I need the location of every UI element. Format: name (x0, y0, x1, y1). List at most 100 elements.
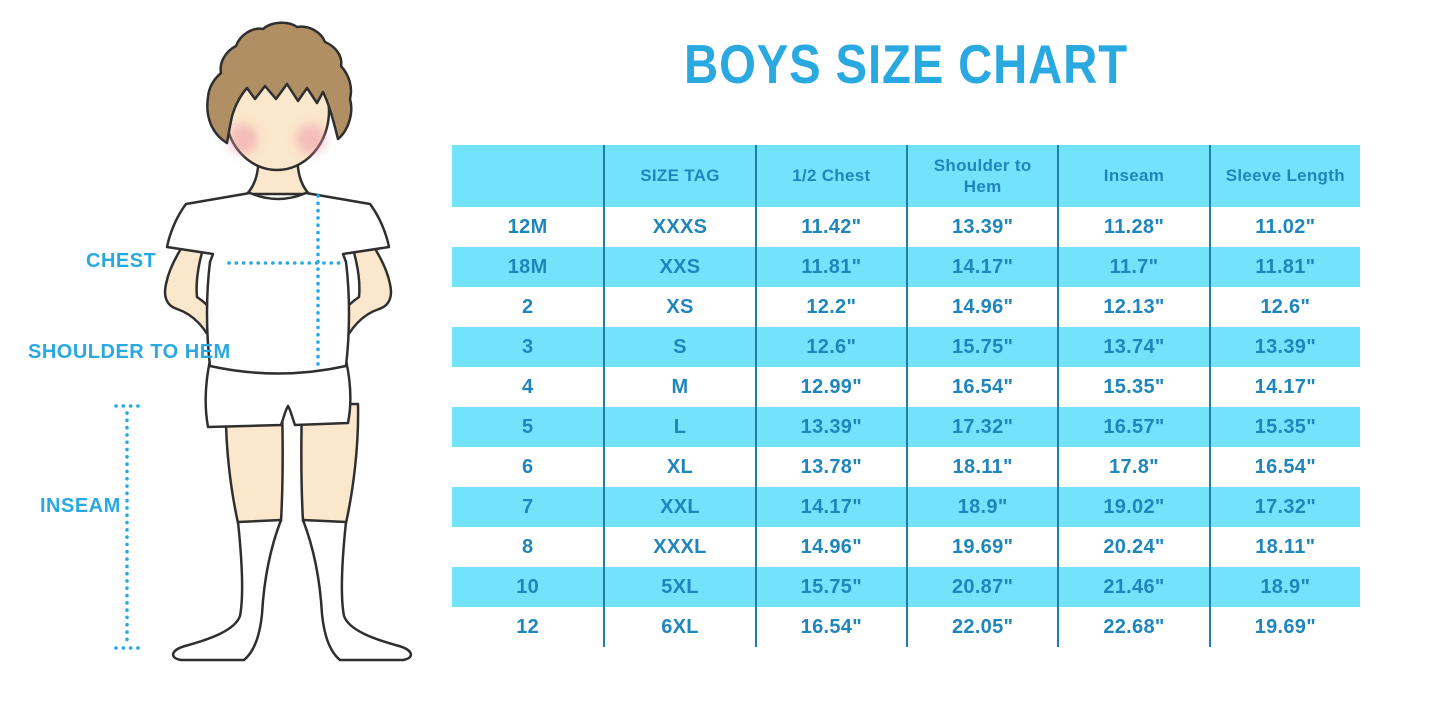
table-cell: 2 (521, 295, 534, 318)
table-cell: 4 (521, 375, 534, 398)
table-cell: 13.39" (905, 207, 1057, 247)
size-table: SIZE TAG 1/2 Chest Shoulder to Hem Inseam Sl… (452, 145, 1360, 647)
table-cell: 6XL (603, 607, 754, 647)
table-cell: 18.11" (1208, 527, 1360, 567)
table-row: 12M XXXS 11.42" 13.39" 11.28" 11.02" (452, 207, 1360, 247)
page-title: BOYS SIZE CHART (684, 33, 1128, 95)
table-cell: 11.28" (1057, 207, 1208, 247)
table-cell: 11.02" (1208, 207, 1360, 247)
table-header-row: SIZE TAG 1/2 Chest Shoulder to Hem Inseam Sl… (452, 145, 1360, 207)
table-cell: 12.6" (1208, 287, 1360, 327)
table-cell: 18.9" (905, 487, 1057, 527)
table-cell: 16.54" (905, 367, 1057, 407)
table-cell: XXXS (603, 207, 754, 247)
table-row: 6 XL 13.78" 18.11" 17.8" 16.54" (452, 447, 1360, 487)
table-cell: 19.02" (1057, 487, 1208, 527)
shoulder-to-hem-label: SHOULDER TO HEM (28, 341, 231, 363)
table-cell: 15.75" (905, 327, 1057, 367)
table-row: 4 M 12.99" 16.54" 15.35" 14.17" (452, 367, 1360, 407)
table-cell: 22.05" (905, 607, 1057, 647)
boy-cheek-left (228, 124, 258, 154)
table-cell: 21.46" (1057, 567, 1208, 607)
table-cell: 19.69" (905, 527, 1057, 567)
table-cell: 13.39" (754, 407, 906, 447)
boy-illustration (114, 21, 412, 662)
table-cell: L (603, 407, 754, 447)
table-cell: 18.11" (905, 447, 1057, 487)
table-row: 5 L 13.39" 17.32" 16.57" 15.35" (452, 407, 1360, 447)
table-cell: 13.74" (1057, 327, 1208, 367)
table-cell: M (603, 367, 754, 407)
boy-sock-left (172, 518, 283, 662)
table-cell: 12 (516, 615, 540, 638)
table-cell: 17.32" (905, 407, 1057, 447)
header-cell: Inseam (1057, 145, 1208, 207)
table-cell: 17.8" (1057, 447, 1208, 487)
table-cell: XL (603, 447, 754, 487)
header-cell: Sleeve Length (1208, 145, 1360, 207)
boy-hair (206, 21, 353, 145)
table-cell: 20.87" (905, 567, 1057, 607)
table-cell: 11.81" (1208, 247, 1360, 287)
table-cell: 15.35" (1208, 407, 1360, 447)
chest-label: CHEST (86, 250, 157, 272)
table-cell: 20.24" (1057, 527, 1208, 567)
boy-shirt (165, 191, 391, 375)
table-cell: XXL (603, 487, 754, 527)
table-cell: 14.17" (1208, 367, 1360, 407)
table-row: 7 XXL 14.17" 18.9" 19.02" 17.32" (452, 487, 1360, 527)
table-cell: 16.54" (754, 607, 906, 647)
table-cell: 3 (521, 335, 534, 358)
table-cell: 12.2" (754, 287, 906, 327)
table-cell: 15.75" (754, 567, 906, 607)
table-cell: XXS (603, 247, 754, 287)
table-cell: 5 (521, 415, 534, 438)
table-cell: 13.78" (754, 447, 906, 487)
boy-cheek-right (296, 124, 326, 154)
table-cell: 19.69" (1208, 607, 1360, 647)
table-cell: 12M (507, 215, 548, 238)
table-cell: 18M (507, 255, 548, 278)
table-cell: 8 (521, 535, 534, 558)
table-cell: 6 (521, 455, 534, 478)
table-cell: S (603, 327, 754, 367)
inseam-label: INSEAM (40, 495, 121, 517)
table-cell: XXXL (603, 527, 754, 567)
boy-shorts (204, 354, 352, 429)
table-row: 8 XXXL 14.96" 19.69" 20.24" 18.11" (452, 527, 1360, 567)
table-cell: 17.32" (1208, 487, 1360, 527)
table-cell: 12.6" (754, 327, 906, 367)
table-cell: 10 (516, 575, 540, 598)
table-row: 2 XS 12.2" 14.96" 12.13" 12.6" (452, 287, 1360, 327)
header-cell (452, 145, 603, 207)
header-cell: SIZE TAG (603, 145, 754, 207)
header-cell: Shoulder to Hem (905, 145, 1057, 207)
table-row: 3 S 12.6" 15.75" 13.74" 13.39" (452, 327, 1360, 367)
table-cell: XS (603, 287, 754, 327)
table-cell: 14.17" (905, 247, 1057, 287)
table-cell: 11.7" (1057, 247, 1208, 287)
table-row: 18M XXS 11.81" 14.17" 11.7" 11.81" (452, 247, 1360, 287)
table-cell: 14.96" (905, 287, 1057, 327)
table-cell: 14.17" (754, 487, 906, 527)
table-cell: 5XL (603, 567, 754, 607)
inseam-measure-line (114, 404, 146, 650)
table-cell: 11.81" (754, 247, 906, 287)
header-cell: 1/2 Chest (754, 145, 906, 207)
table-cell: 16.54" (1208, 447, 1360, 487)
table-cell: 12.13" (1057, 287, 1208, 327)
table-cell: 16.57" (1057, 407, 1208, 447)
table-row: 12 6XL 16.54" 22.05" 22.68" 19.69" (452, 607, 1360, 647)
table-cell: 12.99" (754, 367, 906, 407)
boy-sock-right (301, 518, 412, 662)
table-cell: 11.42" (754, 207, 906, 247)
table-cell: 14.96" (754, 527, 906, 567)
table-cell: 18.9" (1208, 567, 1360, 607)
table-row: 10 5XL 15.75" 20.87" 21.46" 18.9" (452, 567, 1360, 607)
measurement-figure: CHEST SHOULDER TO HEM INSEAM (0, 0, 450, 723)
table-cell: 13.39" (1208, 327, 1360, 367)
table-cell: 15.35" (1057, 367, 1208, 407)
table-cell: 7 (521, 495, 534, 518)
measure-lines (114, 194, 347, 650)
